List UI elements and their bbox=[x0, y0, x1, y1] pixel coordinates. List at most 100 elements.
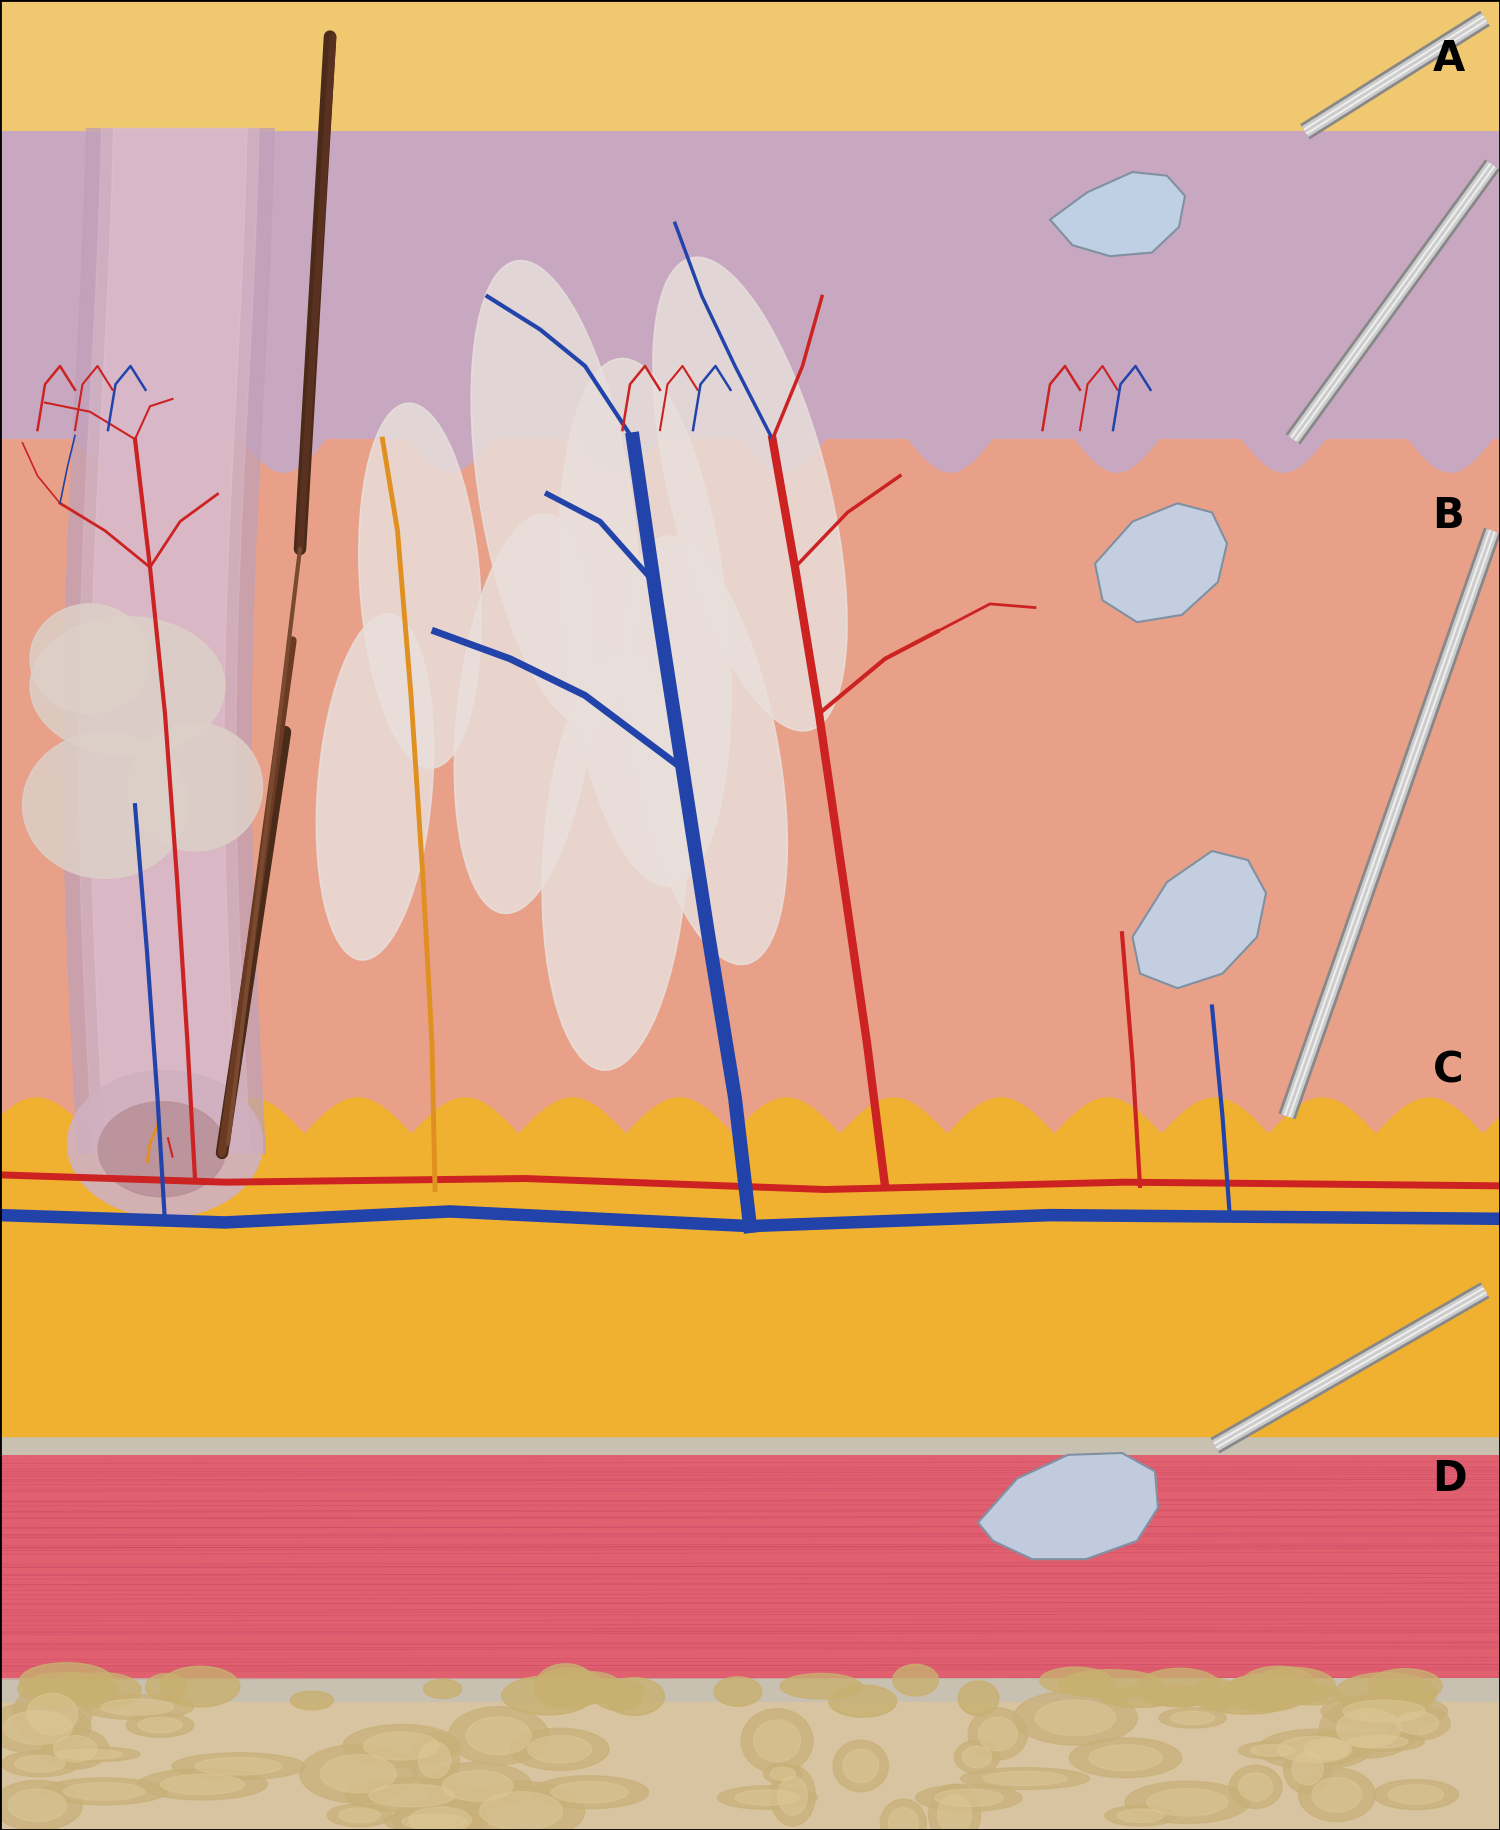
Ellipse shape bbox=[316, 613, 434, 961]
Ellipse shape bbox=[741, 1709, 813, 1773]
Bar bbox=[0, 1455, 1500, 1680]
Ellipse shape bbox=[63, 1782, 146, 1801]
Ellipse shape bbox=[780, 1673, 861, 1698]
Bar bbox=[0, 439, 1500, 1153]
Ellipse shape bbox=[934, 1790, 1004, 1806]
Ellipse shape bbox=[552, 1782, 628, 1803]
Ellipse shape bbox=[1089, 1744, 1162, 1771]
Ellipse shape bbox=[344, 1724, 460, 1768]
Ellipse shape bbox=[1304, 1738, 1348, 1760]
Ellipse shape bbox=[392, 1801, 489, 1830]
Ellipse shape bbox=[1137, 1669, 1222, 1707]
Polygon shape bbox=[0, 1098, 1500, 1437]
Ellipse shape bbox=[958, 1682, 999, 1717]
Ellipse shape bbox=[410, 1806, 471, 1830]
Ellipse shape bbox=[1125, 1781, 1250, 1823]
Ellipse shape bbox=[8, 1790, 66, 1821]
Ellipse shape bbox=[892, 1663, 939, 1696]
Ellipse shape bbox=[954, 1740, 999, 1773]
Ellipse shape bbox=[458, 1781, 585, 1830]
Ellipse shape bbox=[778, 1777, 807, 1815]
Ellipse shape bbox=[1320, 1698, 1418, 1759]
Bar bbox=[0, 1678, 1500, 1702]
Ellipse shape bbox=[160, 1775, 244, 1795]
Text: A: A bbox=[1432, 38, 1464, 79]
Ellipse shape bbox=[1200, 1689, 1293, 1715]
Ellipse shape bbox=[20, 1663, 114, 1698]
Ellipse shape bbox=[534, 1667, 604, 1707]
Ellipse shape bbox=[960, 1768, 1089, 1790]
Ellipse shape bbox=[1342, 1700, 1425, 1722]
Polygon shape bbox=[1050, 172, 1185, 256]
Ellipse shape bbox=[828, 1685, 897, 1717]
Ellipse shape bbox=[1244, 1667, 1314, 1698]
Ellipse shape bbox=[172, 1753, 306, 1781]
Text: B: B bbox=[1432, 496, 1464, 536]
Ellipse shape bbox=[146, 1674, 186, 1700]
Ellipse shape bbox=[128, 723, 262, 851]
Ellipse shape bbox=[1281, 1684, 1342, 1706]
Ellipse shape bbox=[880, 1799, 927, 1830]
Ellipse shape bbox=[604, 1678, 664, 1715]
Bar bbox=[0, 1702, 1500, 1830]
Ellipse shape bbox=[1251, 1744, 1294, 1757]
Polygon shape bbox=[978, 1453, 1158, 1559]
Ellipse shape bbox=[770, 1768, 795, 1781]
Ellipse shape bbox=[68, 1673, 141, 1707]
Ellipse shape bbox=[764, 1764, 802, 1784]
Ellipse shape bbox=[1014, 1691, 1137, 1746]
Polygon shape bbox=[1095, 503, 1227, 622]
Ellipse shape bbox=[1118, 1810, 1164, 1823]
Ellipse shape bbox=[30, 604, 150, 714]
Ellipse shape bbox=[1100, 1687, 1179, 1707]
Ellipse shape bbox=[480, 1792, 562, 1830]
Ellipse shape bbox=[1239, 1773, 1274, 1801]
Ellipse shape bbox=[596, 1685, 642, 1711]
Ellipse shape bbox=[15, 1755, 64, 1771]
Ellipse shape bbox=[1060, 1673, 1116, 1696]
Ellipse shape bbox=[531, 1775, 648, 1808]
Ellipse shape bbox=[560, 359, 730, 886]
Ellipse shape bbox=[1396, 1711, 1438, 1735]
Ellipse shape bbox=[3, 1711, 72, 1744]
Ellipse shape bbox=[1368, 1669, 1442, 1702]
Ellipse shape bbox=[68, 1071, 262, 1217]
Ellipse shape bbox=[1292, 1733, 1362, 1766]
Ellipse shape bbox=[1239, 1742, 1306, 1759]
Ellipse shape bbox=[160, 1665, 240, 1707]
Ellipse shape bbox=[1336, 1709, 1401, 1748]
Ellipse shape bbox=[423, 1680, 462, 1698]
Ellipse shape bbox=[339, 1808, 381, 1823]
Ellipse shape bbox=[962, 1746, 992, 1768]
Ellipse shape bbox=[384, 1810, 484, 1830]
Ellipse shape bbox=[1228, 1766, 1282, 1808]
Ellipse shape bbox=[1257, 1729, 1372, 1770]
Ellipse shape bbox=[770, 1766, 816, 1826]
Ellipse shape bbox=[928, 1784, 981, 1830]
Ellipse shape bbox=[99, 1102, 225, 1197]
Ellipse shape bbox=[982, 1771, 1066, 1786]
Ellipse shape bbox=[291, 1691, 333, 1709]
Ellipse shape bbox=[652, 258, 847, 730]
Ellipse shape bbox=[843, 1749, 879, 1782]
Ellipse shape bbox=[1384, 1706, 1450, 1740]
Ellipse shape bbox=[358, 403, 482, 769]
Ellipse shape bbox=[18, 1673, 118, 1706]
Ellipse shape bbox=[454, 514, 596, 913]
Ellipse shape bbox=[968, 1707, 1028, 1760]
Ellipse shape bbox=[466, 1717, 531, 1755]
Polygon shape bbox=[1132, 851, 1266, 988]
Ellipse shape bbox=[56, 1749, 122, 1759]
Ellipse shape bbox=[138, 1717, 182, 1733]
Ellipse shape bbox=[442, 1770, 513, 1801]
Ellipse shape bbox=[1160, 1707, 1227, 1728]
Ellipse shape bbox=[1322, 1695, 1448, 1728]
Ellipse shape bbox=[1348, 1735, 1408, 1748]
Ellipse shape bbox=[1388, 1784, 1443, 1804]
Ellipse shape bbox=[0, 1781, 82, 1830]
Bar bbox=[0, 132, 1500, 439]
Ellipse shape bbox=[1284, 1742, 1332, 1793]
Ellipse shape bbox=[1148, 1788, 1227, 1815]
Ellipse shape bbox=[0, 1702, 92, 1753]
Ellipse shape bbox=[717, 1786, 818, 1810]
